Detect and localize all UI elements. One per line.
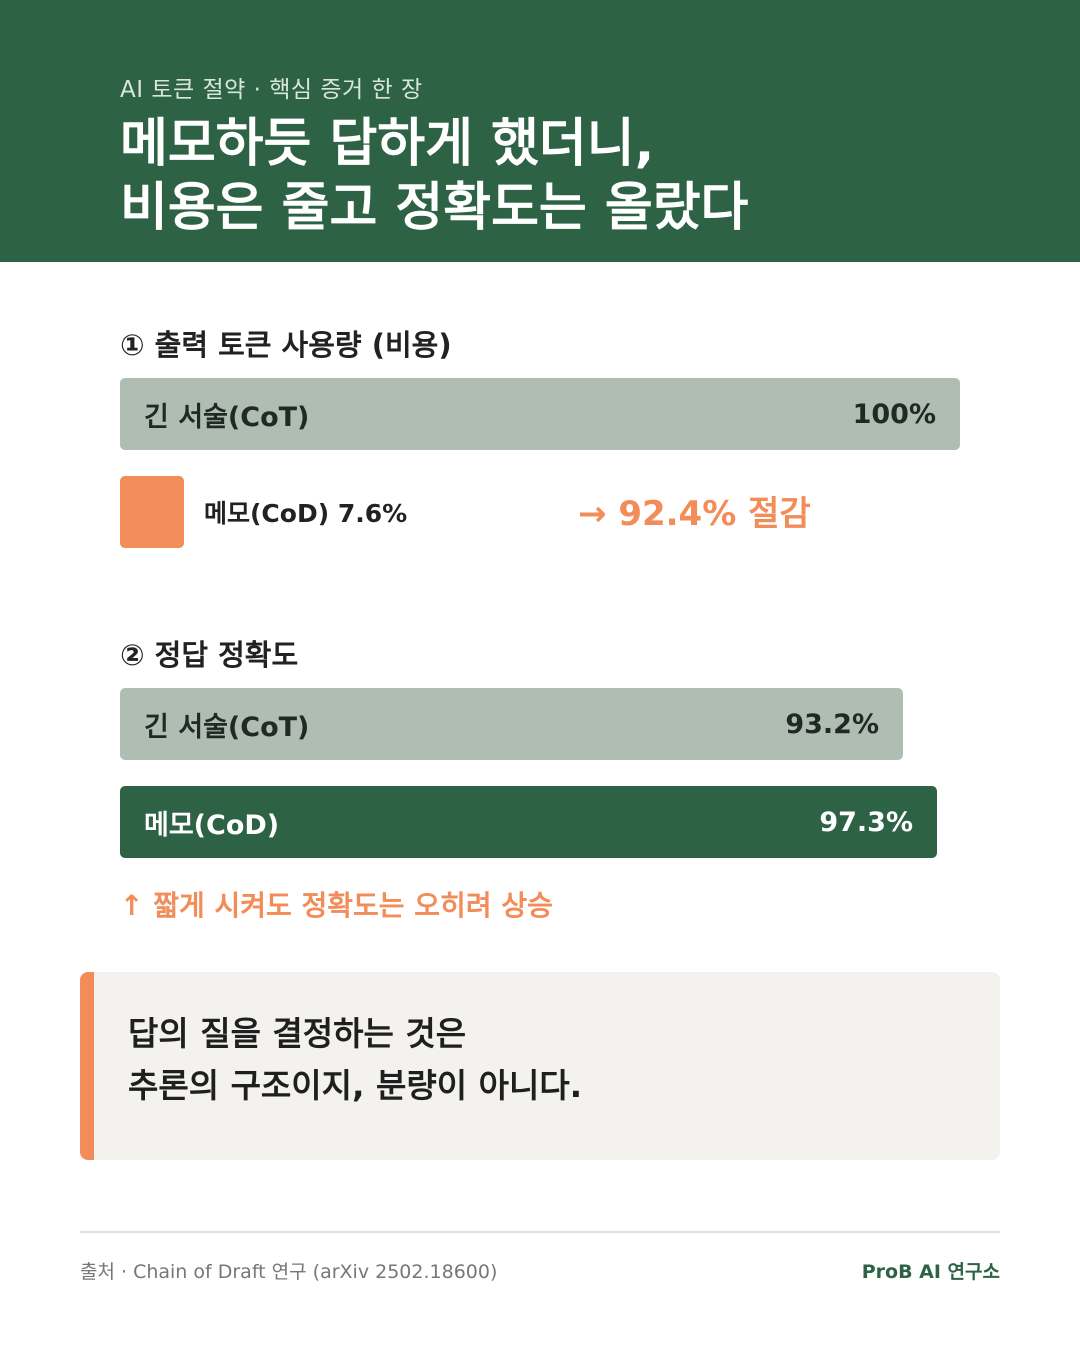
chart-2-bar-cod: 메모(CoD) 97.3%	[120, 786, 937, 858]
footer-divider	[80, 1231, 1000, 1233]
chart-2-bar-cot: 긴 서술(CoT) 93.2%	[120, 688, 903, 760]
title-line-1: 메모하듯 답하게 했더니,	[120, 114, 655, 174]
chart-1-title: ① 출력 토큰 사용량 (비용)	[120, 328, 452, 362]
title-line-2: 비용은 줄고 정확도는 올랐다	[120, 178, 749, 238]
chart-1-bar-cot-label: 긴 서술(CoT)	[144, 401, 310, 433]
header-kicker: AI 토큰 절약 · 핵심 증거 한 장	[120, 77, 423, 103]
chart-1-bar-cot: 긴 서술(CoT) 100%	[120, 378, 960, 450]
brand-name: ProB AI 연구소	[861, 1261, 1000, 1283]
quote-accent-bar	[80, 972, 94, 1160]
key-takeaway-text: 답의 질을 결정하는 것은 추론의 구조이지, 분량이 아니다.	[128, 1008, 582, 1112]
quote-line-2: 추론의 구조이지, 분량이 아니다.	[128, 1066, 583, 1105]
quote-line-1: 답의 질을 결정하는 것은	[128, 1014, 467, 1053]
chart-2-bar-cod-value: 97.3%	[819, 806, 913, 838]
chart-2-bar-cot-value: 93.2%	[785, 708, 879, 740]
header-banner: AI 토큰 절약 · 핵심 증거 한 장 메모하듯 답하게 했더니, 비용은 줄…	[0, 0, 1080, 262]
chart-2-title: ② 정답 정확도	[120, 638, 299, 672]
chart-1-bar-cod-label: 메모(CoD) 7.6%	[204, 499, 408, 528]
chart-1-bar-cod	[120, 476, 184, 548]
chart-2-bar-cot-label: 긴 서술(CoT)	[144, 711, 310, 743]
chart-1-bar-cot-value: 100%	[852, 398, 936, 430]
key-takeaway-box: 답의 질을 결정하는 것은 추론의 구조이지, 분량이 아니다.	[80, 972, 1000, 1160]
page-title: 메모하듯 답하게 했더니, 비용은 줄고 정확도는 올랐다	[120, 112, 1020, 240]
source-citation: 출처 · Chain of Draft 연구 (arXiv 2502.18600…	[80, 1261, 498, 1283]
chart-2-bar-cod-label: 메모(CoD)	[144, 809, 280, 841]
chart-2-accuracy-annotation: ↑ 짧게 시켜도 정확도는 오히려 상승	[120, 889, 553, 922]
chart-1-savings-annotation: → 92.4% 절감	[578, 494, 811, 534]
